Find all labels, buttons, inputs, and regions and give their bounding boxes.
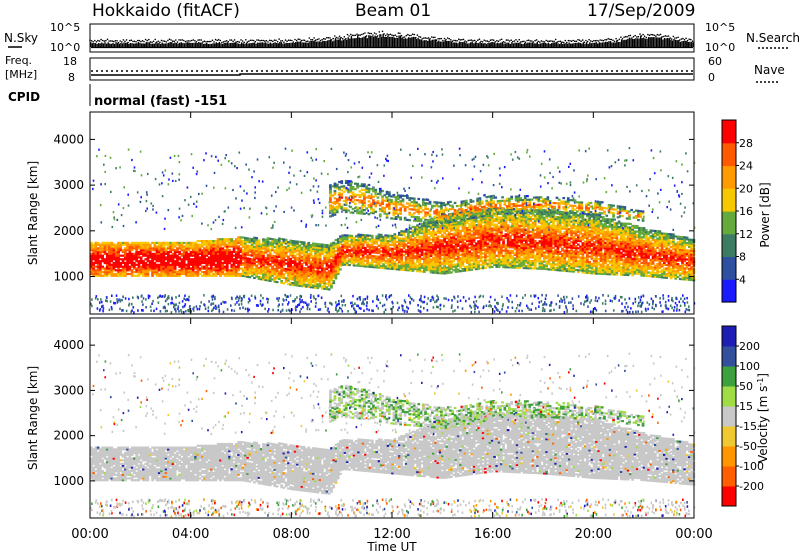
power-colorbar-tick: 24	[739, 160, 753, 173]
nave-label: Nave	[754, 63, 785, 77]
nsky-tick-top: 10^5	[50, 21, 80, 34]
power-cbar-label: Power [dB]	[758, 182, 772, 247]
x-tick-label: 04:00	[172, 527, 209, 542]
velocity-colorbar-swatch	[722, 406, 736, 427]
velocity-colorbar-swatch	[722, 386, 736, 407]
rti-plot: Hokkaido (fitACF) Beam 01 17/Sep/2009 N.…	[0, 0, 800, 554]
velocity-ytick-label: 3000	[53, 383, 84, 397]
velocity-panel: 1000 2000 3000 4000 Slant Range [km] -200 -1…	[26, 318, 770, 518]
noise-plot	[89, 31, 694, 48]
power-colorbar-swatch	[722, 279, 736, 302]
velocity-colorbar-tick: -200	[739, 480, 764, 493]
power-colorbar-swatch	[722, 143, 736, 166]
freq-tick-bottom: 8	[68, 71, 75, 84]
velocity-colorbar-swatch	[722, 466, 736, 487]
cpid-text: normal (fast) -151	[94, 94, 227, 109]
nave-tick-top: 60	[708, 55, 722, 68]
velocity-ylabel: Slant Range [km]	[26, 366, 40, 470]
velocity-ytick-label: 2000	[53, 429, 84, 443]
power-ytick-label: 1000	[53, 270, 84, 284]
freq-panel: Freq. [MHz] 18 8 60 0 Nave	[5, 54, 785, 84]
power-ytick-label: 4000	[53, 132, 84, 146]
velocity-colorbar-swatch	[722, 366, 736, 387]
velocity-data	[90, 353, 695, 518]
power-colorbar-swatch	[722, 234, 736, 257]
velocity-colorbar-swatch	[722, 486, 736, 507]
velocity-colorbar-tick: 50	[739, 380, 753, 393]
power-ytick-label: 3000	[53, 178, 84, 192]
velocity-colorbar-swatch	[722, 426, 736, 447]
x-tick-label: 16:00	[474, 527, 511, 542]
freq-tick-top: 18	[63, 55, 77, 68]
velocity-cbar-label: Velocity [m s-1]	[756, 373, 771, 463]
power-colorbar-swatch	[722, 257, 736, 280]
power-colorbar-tick: 8	[739, 251, 746, 264]
freq-label-1: Freq.	[5, 54, 32, 67]
power-colorbar-tick: 12	[739, 228, 753, 241]
nsky-label: N.Sky	[4, 31, 38, 45]
velocity-colorbar-tick: 200	[739, 340, 760, 353]
radar-title: Hokkaido (fitACF)	[92, 1, 240, 21]
power-panel: 1000 2000 3000 4000 Slant Range [km] 4 8 12 16…	[26, 112, 772, 314]
cpid-label: CPID	[8, 90, 40, 104]
power-colorbar-swatch	[722, 166, 736, 189]
x-tick-label: 00:00	[675, 527, 712, 542]
nsearch-label: N.Search	[746, 31, 800, 45]
power-colorbar-tick: 20	[739, 182, 753, 195]
power-colorbar-swatch	[722, 120, 736, 143]
velocity-ytick-label: 4000	[53, 338, 84, 352]
nsky-tick-bottom: 10^0	[50, 41, 80, 54]
power-ylabel: Slant Range [km]	[26, 161, 40, 265]
velocity-colorbar-swatch	[722, 446, 736, 467]
noise-panel: N.Sky 10^5 10^0 10^5 10^0 N.Search	[4, 21, 800, 54]
velocity-colorbar-tick: 15	[739, 400, 753, 413]
power-data	[90, 147, 695, 314]
velocity-colorbar-tick: -50	[739, 440, 757, 453]
date-label: 17/Sep/2009	[587, 1, 695, 21]
x-tick-label: 08:00	[273, 527, 310, 542]
power-colorbar-tick: 28	[739, 137, 753, 150]
velocity-colorbar-swatch	[722, 326, 736, 347]
x-tick-label: 20:00	[575, 527, 612, 542]
power-ytick-label: 2000	[53, 224, 84, 238]
beam-label: Beam 01	[355, 1, 431, 21]
velocity-colorbar-swatch	[722, 346, 736, 367]
x-tick-label: 00:00	[71, 527, 108, 542]
nsearch-tick-bottom: 10^0	[705, 41, 735, 54]
velocity-colorbar-tick: -15	[739, 420, 757, 433]
nsearch-tick-top: 10^5	[705, 21, 735, 34]
power-colorbar-swatch	[722, 188, 736, 211]
x-axis-label: Time UT	[366, 540, 417, 554]
power-colorbar-swatch	[722, 211, 736, 234]
freq-label-2: [MHz]	[5, 68, 37, 81]
power-colorbar-tick: 16	[739, 205, 753, 218]
power-colorbar-tick: 4	[739, 273, 746, 286]
velocity-ytick-label: 1000	[53, 474, 84, 488]
power-colorbar: 4 8 12 16 20 24 28	[722, 120, 753, 303]
nave-tick-bottom: 0	[708, 71, 715, 84]
cpid-row: CPID normal (fast) -151	[8, 84, 227, 109]
velocity-colorbar-tick: 100	[739, 360, 760, 373]
